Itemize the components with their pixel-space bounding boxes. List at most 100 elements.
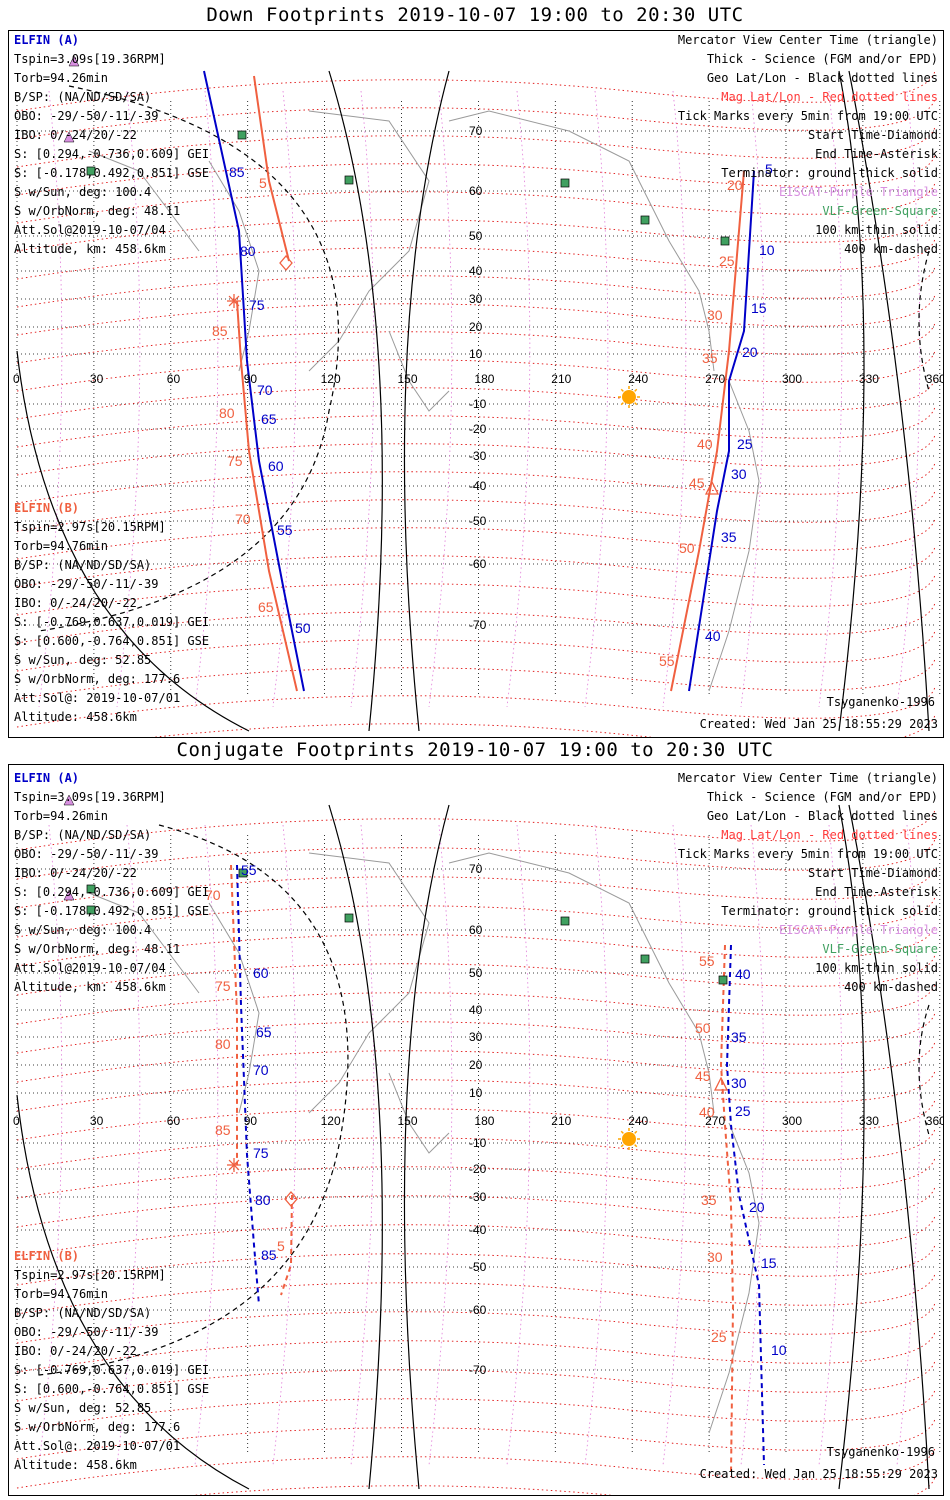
track-time-label: 15 xyxy=(761,1255,777,1271)
lat-tick-label: -30 xyxy=(469,449,487,463)
sun-ray xyxy=(620,388,624,392)
mag-latitude-line xyxy=(16,896,936,938)
elfin-a-info: ELFIN (A) Tspin=3.09s[19.36RPM] Torb=94.… xyxy=(14,769,209,997)
terminator-line xyxy=(328,804,383,1490)
mag-longitude-line xyxy=(740,824,765,1466)
lat-tick-label: 30 xyxy=(469,1030,483,1044)
lon-tick-label: 240 xyxy=(628,1114,648,1128)
lon-tick-label: 270 xyxy=(705,1114,725,1128)
lat-tick-label: -50 xyxy=(469,1260,487,1274)
terminator-lines xyxy=(16,804,930,1490)
mag-latitude-line xyxy=(16,809,936,851)
track-time-label: 85 xyxy=(229,164,245,180)
lat-tick-label: 50 xyxy=(469,229,483,243)
mag-longitude-line xyxy=(272,824,297,1466)
lon-tick-label: 30 xyxy=(90,1114,104,1128)
track-time-label: 75 xyxy=(253,1145,269,1161)
track-time-label: 50 xyxy=(695,1020,711,1036)
legend-item: Thick - Science (FGM and/or EPD) xyxy=(706,790,938,804)
elfin-b-line: Altitude: 458.6km xyxy=(14,1458,137,1472)
mag-latitude-line xyxy=(16,1070,936,1112)
mag-latitude-line xyxy=(16,1215,936,1257)
track-time-label: 80 xyxy=(255,1192,271,1208)
mag-longitude-line xyxy=(896,824,921,1466)
lon-tick-label: 360 xyxy=(926,372,943,386)
lon-tick-label: 240 xyxy=(628,372,648,386)
start-time-diamond xyxy=(279,255,293,271)
mag-latitude-line xyxy=(16,406,936,448)
mag-longitude-line xyxy=(272,90,297,708)
lon-tick-label: 30 xyxy=(90,372,104,386)
legend-item: EISCAT-Purple Triangle xyxy=(779,185,938,199)
elfin-a-line: Att.Sol@2019-10-07/04 xyxy=(14,961,166,975)
legend-item: Mag Lat/Lon - Red dotted lines xyxy=(721,90,938,104)
sun-marker xyxy=(622,390,636,404)
elfin-b-line: Att.Sol@: 2019-10-07/01 xyxy=(14,691,181,705)
lon-tick-label: 300 xyxy=(782,372,802,386)
track-time-label: 50 xyxy=(679,540,695,556)
lon-tick-label: 360 xyxy=(926,1114,943,1128)
mag-latitude-line xyxy=(16,1244,936,1286)
sun-ray xyxy=(634,388,638,392)
legend-item: End Time-Asterisk xyxy=(815,147,938,161)
track-time-label: 30 xyxy=(707,1249,723,1265)
elfin-b-line: IBO: 0/-24/20/-22 xyxy=(14,596,137,610)
down-footprints-panel: 85 80 75 70 65 60 55 50 5 85 80 75 70 65 5 10 15 20 25 30 35… xyxy=(8,30,944,738)
terminator-line xyxy=(403,70,450,732)
coastline xyxy=(308,110,430,372)
legend-item: VLF-Green-Square xyxy=(822,204,938,218)
elfin-b2-track xyxy=(670,170,745,692)
track-time-label: 65 xyxy=(258,599,274,615)
vlf-station-marker xyxy=(640,954,650,964)
mag-latlon-grid xyxy=(16,70,936,737)
track-time-label: 65 xyxy=(261,411,277,427)
lon-tick-label: 60 xyxy=(167,372,181,386)
lon-tick-label: 210 xyxy=(551,372,571,386)
lat-tick-label: -70 xyxy=(469,618,487,632)
lat-tick-label: -10 xyxy=(469,397,487,411)
footprint-tracks xyxy=(203,70,755,692)
coastline xyxy=(308,852,430,1114)
elfin-b-line: S: [-0.769,0.637,0.019] GEI xyxy=(14,615,210,629)
mag-longitude-line xyxy=(818,90,843,708)
mag-longitude-line xyxy=(194,824,219,1466)
track-time-label: 20 xyxy=(727,177,743,193)
altitude-400km-line xyxy=(918,250,930,392)
elfin-b-line: Att.Sol@: 2019-10-07/01 xyxy=(14,1439,181,1453)
elfin-b-line: B/SP: (NA/ND/SD/SA) xyxy=(14,558,152,572)
lat-tick-label: 20 xyxy=(469,320,483,334)
elfin-b-line: Tspin=2.97s[20.15RPM] xyxy=(14,1268,166,1282)
elfin-a-line: S: [0.294,-0.736,0.609] GEI xyxy=(14,885,210,899)
track-time-label: 85 xyxy=(212,323,228,339)
mag-latitude-line xyxy=(16,462,936,504)
elfin-a-header: ELFIN (A) xyxy=(14,771,80,785)
vlf-station-marker xyxy=(720,236,730,246)
track-time-label: 30 xyxy=(731,1075,747,1091)
vlf-station-marker xyxy=(86,166,96,176)
mag-latitude-line xyxy=(16,983,936,1025)
terminator-line xyxy=(403,804,450,1490)
track-time-label: 40 xyxy=(705,628,721,644)
track-time-label: 80 xyxy=(240,243,256,259)
mag-latitude-line xyxy=(16,925,936,967)
mag-latitude-line xyxy=(16,658,936,700)
mag-latitude-line xyxy=(16,1041,936,1083)
track-time-label: 80 xyxy=(219,405,235,421)
sun-ray xyxy=(620,1144,624,1148)
station-markers xyxy=(63,55,730,495)
track-time-label: 40 xyxy=(697,436,713,452)
terminator-line xyxy=(16,1094,250,1490)
mag-longitude-line xyxy=(38,90,63,708)
elfin-a-header: ELFIN (A) xyxy=(14,33,80,47)
elfin-b-info: ELFIN (B) Tspin=2.97s[20.15RPM] Torb=94.… xyxy=(14,1247,209,1475)
elfin-b-track xyxy=(230,864,238,1165)
elfin-b-line: S: [-0.769,0.637,0.019] GEI xyxy=(14,1363,210,1377)
coastline xyxy=(88,150,200,252)
lon-tick-label: 330 xyxy=(859,1114,879,1128)
track-time-label: 35 xyxy=(731,1029,747,1045)
terminator-line xyxy=(838,70,865,732)
mag-longitude-line xyxy=(194,90,219,708)
track-time-label: 85 xyxy=(261,1247,277,1263)
created-timestamp: Created: Wed Jan 25 18:55:29 2023 xyxy=(699,717,938,731)
model-label: Tsyganenko-1996 xyxy=(826,695,935,709)
